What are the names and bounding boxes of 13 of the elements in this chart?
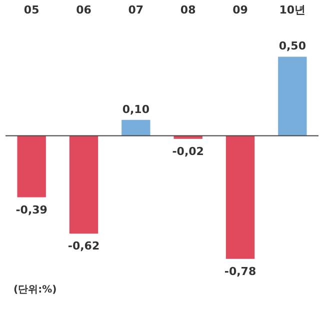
data-label: -0,78 (224, 264, 256, 278)
data-label: 0,50 (278, 40, 306, 53)
data-label: -0,02 (172, 144, 204, 158)
x-tick-label: 05 (24, 4, 40, 16)
data-label: -0,62 (68, 240, 100, 253)
x-tick-label: 06 (76, 4, 92, 16)
data-label: -0,39 (16, 203, 48, 216)
x-tick-label: 10년 (279, 4, 306, 16)
data-label: 0,10 (122, 102, 150, 116)
text: (단위:%) (14, 284, 57, 296)
x-tick-label: 09 (232, 4, 248, 16)
x-tick-label: 07 (128, 4, 144, 16)
x-tick-label: 08 (180, 4, 196, 16)
